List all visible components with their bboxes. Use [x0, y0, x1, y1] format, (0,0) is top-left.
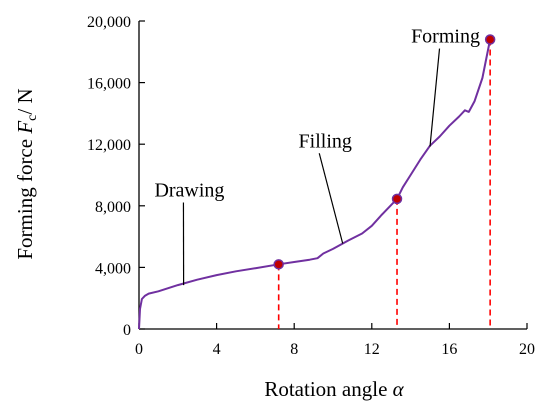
key-point-marker	[484, 34, 496, 45]
annotation-leader	[318, 153, 344, 244]
annotations-group: Drawing Filling Forming	[154, 26, 480, 286]
y-axis-title: Forming force Fc/ N	[13, 88, 40, 259]
x-tick-label: 4	[213, 341, 221, 358]
x-tick-label: 16	[441, 341, 457, 358]
x-axis-title: Rotation angle α	[264, 377, 404, 401]
x-tick-label: 0	[135, 341, 143, 358]
x-tick-label: 12	[364, 341, 380, 358]
x-tick-label: 20	[519, 341, 535, 358]
markers-group	[273, 34, 496, 270]
y-tick-label: 4,000	[95, 260, 131, 277]
y-tick-label: 20,000	[87, 14, 131, 31]
force-curve	[138, 39, 492, 330]
annotation-leader	[429, 48, 441, 147]
annotation-label: Drawing	[154, 180, 224, 202]
drop-lines	[277, 39, 491, 329]
series-group	[138, 39, 492, 330]
y-tick-label: 8,000	[95, 199, 131, 216]
y-tick-label: 16,000	[87, 76, 131, 93]
key-point-marker	[391, 193, 403, 205]
x-tick-label: 8	[290, 341, 298, 358]
ticks: 0 4 8 12 16 20 0 4,000 8,000 12,000 16,000 20,000	[87, 14, 535, 358]
annotation-label: Forming	[411, 26, 480, 48]
y-tick-label: 12,000	[87, 137, 131, 154]
annotation-label: Filling	[299, 130, 352, 152]
key-point-marker	[273, 259, 284, 270]
y-tick-label: 0	[123, 322, 131, 339]
axes	[138, 21, 527, 330]
